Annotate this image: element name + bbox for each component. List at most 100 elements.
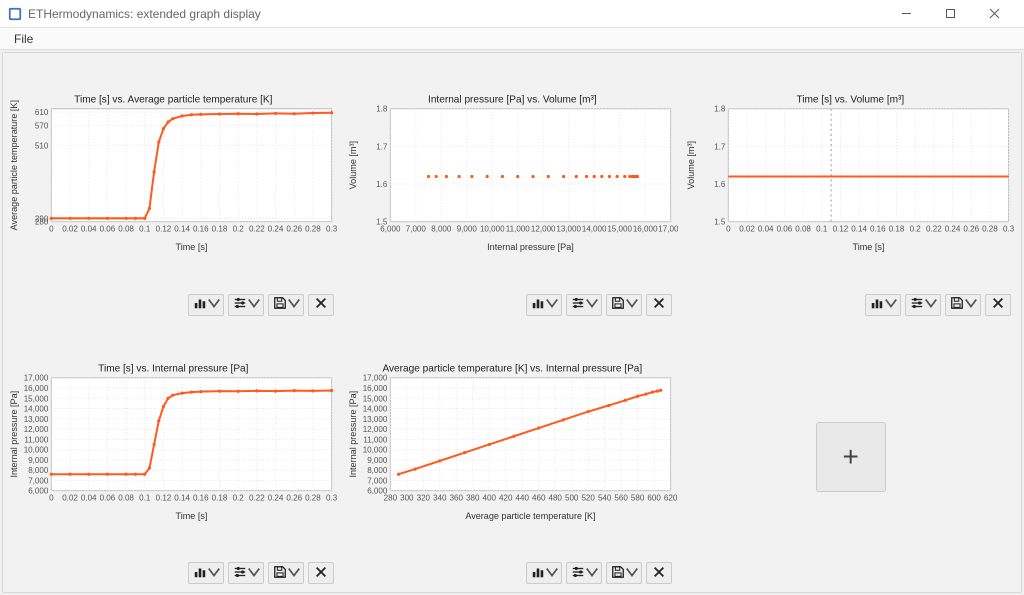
svg-text:15,000: 15,000 xyxy=(362,394,387,403)
chart-settings-button[interactable] xyxy=(228,562,264,584)
svg-text:8,000: 8,000 xyxy=(431,225,452,234)
svg-text:0.1: 0.1 xyxy=(139,493,151,502)
chart-type-icon xyxy=(531,296,545,313)
svg-text:560: 560 xyxy=(614,493,628,502)
svg-text:480: 480 xyxy=(548,493,562,502)
svg-text:Average particle temperature [: Average particle temperature [K] xyxy=(465,510,595,520)
chart-save-button[interactable] xyxy=(268,562,304,584)
chart-settings-button[interactable] xyxy=(566,562,602,584)
chart-remove-button[interactable] xyxy=(646,294,672,316)
svg-text:280: 280 xyxy=(383,493,397,502)
dropdown-caret-icon xyxy=(585,565,599,582)
chart-save-button[interactable] xyxy=(606,562,642,584)
chart-type-button[interactable] xyxy=(526,562,562,584)
chart-toolbar xyxy=(7,558,340,588)
chart-settings-icon xyxy=(571,565,585,582)
close-button[interactable] xyxy=(972,0,1016,28)
svg-text:7,000: 7,000 xyxy=(367,476,388,485)
svg-text:290: 290 xyxy=(35,214,49,223)
svg-text:0.24: 0.24 xyxy=(268,225,284,234)
svg-text:0.08: 0.08 xyxy=(796,225,812,234)
dropdown-caret-icon xyxy=(247,565,261,582)
window-titlebar: ETHermodynamics: extended graph display xyxy=(0,0,1024,28)
chart-remove-button[interactable] xyxy=(985,294,1011,316)
chart-plot[interactable]: Average particle temperature [K] vs. Int… xyxy=(346,326,679,559)
dropdown-caret-icon xyxy=(585,296,599,313)
svg-text:0: 0 xyxy=(49,493,54,502)
svg-text:0.18: 0.18 xyxy=(212,225,228,234)
svg-text:6,000: 6,000 xyxy=(28,486,49,495)
svg-text:7,000: 7,000 xyxy=(28,476,49,485)
svg-text:0.3: 0.3 xyxy=(1003,225,1015,234)
svg-text:0: 0 xyxy=(49,225,54,234)
svg-text:0.26: 0.26 xyxy=(964,225,980,234)
svg-text:580: 580 xyxy=(631,493,645,502)
svg-text:360: 360 xyxy=(449,493,463,502)
svg-text:Time [s] vs. Volume [m³]: Time [s] vs. Volume [m³] xyxy=(797,95,905,106)
chart-toolbar xyxy=(7,290,340,320)
svg-text:0.08: 0.08 xyxy=(118,225,134,234)
chart-type-icon xyxy=(531,565,545,582)
svg-text:13,000: 13,000 xyxy=(24,414,49,423)
plus-icon: + xyxy=(842,441,858,473)
svg-text:1.7: 1.7 xyxy=(376,142,388,151)
svg-text:0.26: 0.26 xyxy=(286,493,302,502)
chart-plot[interactable]: Time [s] vs. Volume [m³]1.51.61.71.800.0… xyxy=(684,57,1017,290)
svg-text:0.02: 0.02 xyxy=(740,225,756,234)
chart-save-button[interactable] xyxy=(606,294,642,316)
menubar: File xyxy=(0,28,1024,50)
chart-plot[interactable]: Internal pressure [Pa] vs. Volume [m³]1.… xyxy=(346,57,679,290)
svg-text:Internal pressure [Pa]: Internal pressure [Pa] xyxy=(348,390,358,477)
add-chart-cell: + xyxy=(684,326,1017,589)
svg-text:1.7: 1.7 xyxy=(714,142,726,151)
svg-text:Volume [m³]: Volume [m³] xyxy=(686,141,696,189)
chart-cell: Average particle temperature [K] vs. Int… xyxy=(346,326,679,589)
chart-type-button[interactable] xyxy=(865,294,901,316)
svg-text:0.28: 0.28 xyxy=(305,225,321,234)
chart-remove-button[interactable] xyxy=(646,562,672,584)
dropdown-caret-icon xyxy=(964,296,978,313)
svg-text:9,000: 9,000 xyxy=(456,225,477,234)
minimize-button[interactable] xyxy=(884,0,928,28)
chart-remove-button[interactable] xyxy=(308,562,334,584)
chart-save-button[interactable] xyxy=(945,294,981,316)
chart-settings-button[interactable] xyxy=(228,294,264,316)
chart-settings-button[interactable] xyxy=(905,294,941,316)
svg-text:460: 460 xyxy=(532,493,546,502)
chart-type-icon xyxy=(193,296,207,313)
svg-text:520: 520 xyxy=(581,493,595,502)
panel-frame: Time [s] vs. Average particle temperatur… xyxy=(2,52,1022,593)
chart-type-button[interactable] xyxy=(188,562,224,584)
chart-plot[interactable]: Time [s] vs. Internal pressure [Pa]6,000… xyxy=(7,326,340,559)
svg-text:1.5: 1.5 xyxy=(714,218,726,227)
svg-text:0.1: 0.1 xyxy=(817,225,829,234)
maximize-button[interactable] xyxy=(928,0,972,28)
chart-cell: Time [s] vs. Internal pressure [Pa]6,000… xyxy=(7,326,340,589)
chart-remove-button[interactable] xyxy=(308,294,334,316)
svg-text:12,000: 12,000 xyxy=(24,425,49,434)
svg-text:14,000: 14,000 xyxy=(362,404,387,413)
svg-text:0.28: 0.28 xyxy=(982,225,998,234)
add-chart-button[interactable]: + xyxy=(816,422,886,492)
svg-text:Time [s] vs. Average particle: Time [s] vs. Average particle temperatur… xyxy=(74,95,272,106)
svg-text:0.2: 0.2 xyxy=(233,493,245,502)
svg-text:0.14: 0.14 xyxy=(852,225,868,234)
chart-save-icon xyxy=(273,565,287,582)
svg-text:420: 420 xyxy=(499,493,513,502)
svg-text:610: 610 xyxy=(35,108,49,117)
chart-cell: Time [s] vs. Volume [m³]1.51.61.71.800.0… xyxy=(684,57,1017,320)
chart-plot[interactable]: Time [s] vs. Average particle temperatur… xyxy=(7,57,340,290)
chart-save-button[interactable] xyxy=(268,294,304,316)
svg-text:0.14: 0.14 xyxy=(174,493,190,502)
svg-text:300: 300 xyxy=(400,493,414,502)
chart-type-button[interactable] xyxy=(526,294,562,316)
svg-text:0.26: 0.26 xyxy=(286,225,302,234)
chart-settings-button[interactable] xyxy=(566,294,602,316)
svg-text:320: 320 xyxy=(416,493,430,502)
chart-type-button[interactable] xyxy=(188,294,224,316)
svg-text:10,000: 10,000 xyxy=(480,225,505,234)
svg-text:0.08: 0.08 xyxy=(118,493,134,502)
svg-text:14,000: 14,000 xyxy=(582,225,607,234)
menu-file[interactable]: File xyxy=(6,30,41,48)
svg-text:8,000: 8,000 xyxy=(367,466,388,475)
